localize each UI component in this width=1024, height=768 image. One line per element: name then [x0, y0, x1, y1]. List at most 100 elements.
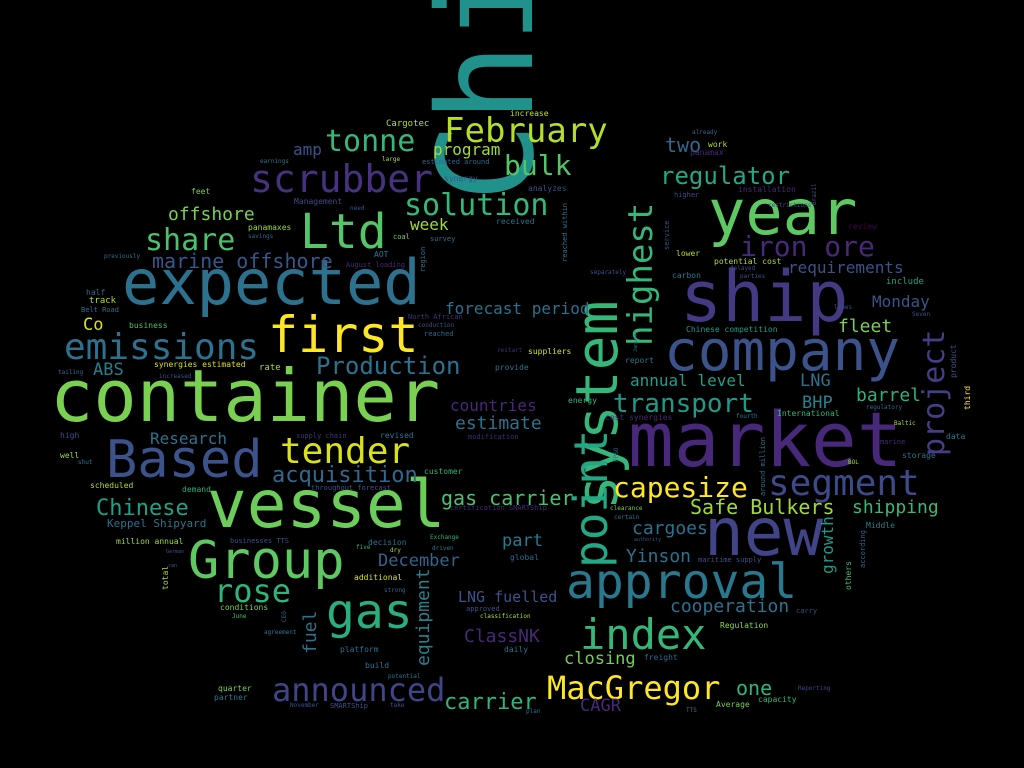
word-parties: parties [740, 273, 766, 280]
word-take: take [390, 702, 405, 709]
word-group: Group [188, 531, 345, 591]
word-announced: announced [272, 671, 446, 709]
word-well: well [60, 451, 80, 460]
word-carry: carry [796, 607, 818, 615]
word-five: five [356, 544, 371, 551]
word-ship: ship [680, 256, 849, 338]
word-high: high [60, 431, 80, 440]
word-already: already [692, 129, 718, 136]
word-index: index [580, 610, 707, 659]
word-regulator: regulator [660, 162, 791, 190]
word-third: third [963, 385, 972, 410]
word-service: service [663, 220, 671, 250]
word-data: data [946, 432, 966, 441]
word-production: Production [316, 352, 461, 380]
word-conditions: conditions [220, 603, 269, 612]
word-provide: provide [495, 363, 529, 372]
word-macgregor: MacGregor [547, 669, 721, 707]
word-ceo: CEO [281, 611, 288, 622]
word-estimate: estimate [455, 413, 542, 434]
word-vessel: vessel [207, 466, 446, 543]
word-baltic: Baltic [894, 420, 916, 427]
word-feet: feet [191, 187, 211, 196]
word-build: build [365, 661, 390, 670]
word-decision: decision [368, 538, 407, 547]
word-june: June [232, 613, 247, 620]
word-emissions: emissions [64, 327, 260, 368]
word-potential-cost: potential cost [714, 257, 782, 266]
word-driven: driven [432, 545, 454, 552]
word-gas: gas [326, 584, 413, 640]
word-restart: restart [497, 347, 523, 354]
word-scrubber: scrubber [250, 157, 434, 201]
word-cargoes: cargoes [632, 518, 708, 539]
word-quarter: quarter [218, 684, 252, 693]
word-fuel: fuel [300, 610, 321, 654]
word-january: January [633, 330, 639, 352]
word-regulation: Regulation [720, 621, 769, 630]
word-one: one [736, 676, 773, 700]
word-clearance: clearance [610, 505, 643, 512]
word-increased: increased [159, 373, 192, 380]
word-report: report [625, 356, 654, 365]
word-countries: countries [450, 396, 537, 415]
word-share: share [145, 223, 236, 258]
word-company: company [664, 319, 901, 384]
word-agreement: agreement [264, 629, 297, 636]
word-classification: classification [480, 613, 531, 620]
word-ran: ran [168, 563, 178, 569]
word-rate: rate [259, 363, 281, 373]
word-week: week [410, 215, 449, 234]
word-total: total [161, 565, 170, 590]
word-point: point [564, 429, 618, 568]
word-revised: revised [380, 431, 414, 440]
word-review: review [848, 222, 877, 231]
word-ltd: Ltd [300, 204, 387, 260]
word-received: received [496, 217, 535, 226]
word-platform: platform [340, 645, 379, 654]
word-synergy: synergy [444, 174, 478, 183]
word-tonne: tonne [325, 124, 416, 159]
word-potential: potential [388, 673, 421, 680]
word-include: include [886, 277, 924, 287]
word-storage: storage [902, 451, 936, 460]
word-management: Management [294, 197, 343, 206]
word-segment: segment [768, 463, 920, 504]
word-carrier: carrier [444, 690, 537, 715]
word-strong: strong [384, 587, 406, 594]
word-monday: Monday [872, 292, 930, 311]
word-demand: demand [182, 485, 211, 494]
word-acquisition: acquisition [272, 463, 418, 488]
word-large: large [382, 156, 401, 163]
word-region: region [419, 246, 427, 272]
word-restrictions: restrictions [768, 202, 812, 209]
word-dry: dry [390, 547, 401, 554]
word-seven: Seven [912, 311, 931, 318]
word-iron-ore: iron ore [740, 230, 875, 263]
word-analyzes: analyzes [528, 184, 567, 193]
word-customer: customer [424, 467, 463, 476]
word-december: December [378, 551, 460, 571]
word-fpso: FPSO [613, 447, 620, 462]
word-bulk: bulk [504, 149, 572, 182]
word-average: Average [716, 700, 750, 709]
word-panamaxes: panamaxes [248, 223, 292, 232]
word-reached-within: reached within [561, 202, 569, 262]
word-higher: higher [674, 191, 700, 199]
word-reached: reached [424, 330, 454, 338]
word-conduction: conduction [418, 322, 455, 329]
word-program: program [433, 140, 501, 159]
word-first: first [268, 306, 419, 364]
word-approved: approved [466, 605, 500, 613]
word-aot: AOT [374, 250, 389, 259]
word-partner: partner [214, 693, 248, 702]
word-two: two [665, 133, 702, 157]
word-growth: growth [818, 516, 837, 574]
word-capesize: capesize [613, 471, 748, 504]
word-year: year [708, 176, 858, 249]
word-classnk: ClassNK [464, 626, 540, 647]
word-plan: plan [526, 708, 541, 715]
word-closing: closing [564, 649, 636, 669]
word-keppel-shipyard: Keppel Shipyard [107, 517, 207, 530]
